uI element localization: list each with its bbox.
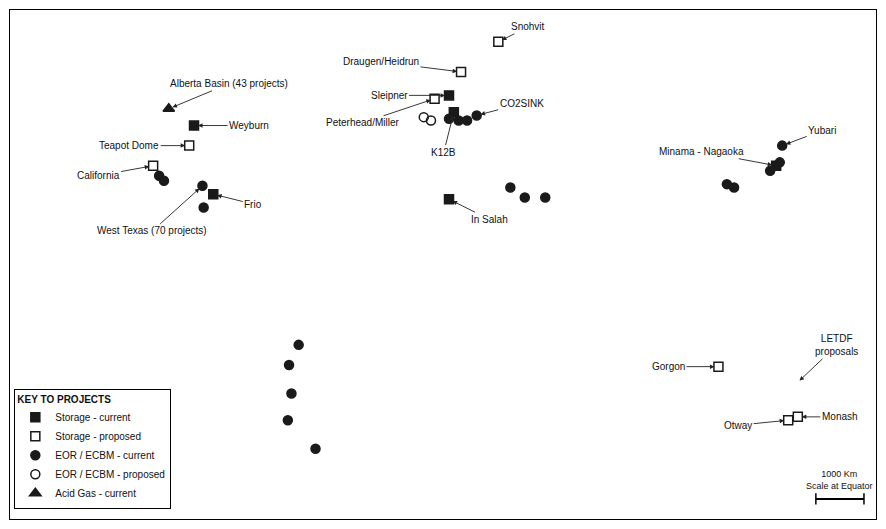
svg-text:EOR / ECBM - current: EOR / ECBM - current xyxy=(55,450,154,461)
svg-text:Snohvit: Snohvit xyxy=(511,21,545,32)
svg-text:EOR / ECBM - proposed: EOR / ECBM - proposed xyxy=(55,469,164,480)
svg-text:Storage - current: Storage - current xyxy=(55,412,130,423)
svg-text:Acid Gas - current: Acid Gas - current xyxy=(55,488,136,499)
svg-text:Monash: Monash xyxy=(822,411,858,422)
svg-text:Draugen/Heidrun: Draugen/Heidrun xyxy=(343,56,419,67)
svg-text:In Salah: In Salah xyxy=(471,214,508,225)
svg-text:Peterhead/Miller: Peterhead/Miller xyxy=(326,117,399,128)
svg-text:Yubari: Yubari xyxy=(808,125,836,136)
svg-text:Weyburn: Weyburn xyxy=(229,120,269,131)
svg-text:Alberta Basin (43 projects): Alberta Basin (43 projects) xyxy=(170,78,288,89)
svg-text:Sleipner: Sleipner xyxy=(371,90,408,101)
svg-text:KEY TO PROJECTS: KEY TO PROJECTS xyxy=(17,394,111,405)
svg-text:Teapot Dome: Teapot Dome xyxy=(99,140,159,151)
svg-text:Frio: Frio xyxy=(244,199,262,210)
svg-text:California: California xyxy=(77,170,120,181)
svg-text:Gorgon: Gorgon xyxy=(652,361,685,372)
svg-text:Otway: Otway xyxy=(724,420,752,431)
svg-text:CO2SINK: CO2SINK xyxy=(500,98,544,109)
svg-text:Storage - proposed: Storage - proposed xyxy=(55,431,141,442)
svg-text:West Texas (70 projects): West Texas (70 projects) xyxy=(97,225,207,236)
svg-text:LETDFproposals: LETDFproposals xyxy=(815,333,858,357)
svg-text:1000 KmScale at Equator: 1000 KmScale at Equator xyxy=(806,469,873,491)
svg-text:K12B: K12B xyxy=(431,147,456,158)
svg-text:Minama - Nagaoka: Minama - Nagaoka xyxy=(659,146,744,157)
